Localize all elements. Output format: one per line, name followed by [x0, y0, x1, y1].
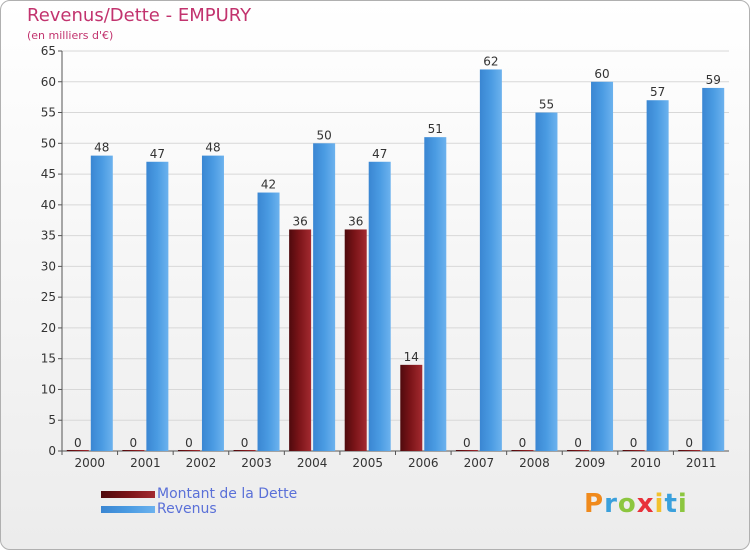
- data-label-dette: 0: [519, 436, 527, 450]
- chart-title: Revenus/Dette - EMPURY: [27, 5, 252, 26]
- logo-letter: i: [654, 489, 665, 519]
- y-tick-label: 55: [41, 106, 56, 120]
- data-label-revenus: 47: [150, 147, 165, 161]
- logo-letter: i: [677, 489, 688, 519]
- x-tick-label: 2002: [186, 456, 217, 470]
- legend-label-revenus: Revenus: [157, 501, 217, 517]
- data-label-dette: 0: [130, 436, 138, 450]
- legend: Montant de la Dette Revenus: [101, 487, 297, 517]
- y-tick-label: 35: [41, 229, 56, 243]
- logo-letter: o: [617, 489, 637, 519]
- x-tick-label: 2000: [75, 456, 106, 470]
- y-tick-label: 15: [41, 352, 56, 366]
- data-label-dette: 36: [292, 214, 307, 228]
- x-tick-label: 2009: [575, 456, 606, 470]
- bar-dette: [344, 229, 367, 451]
- x-tick-label: 2001: [130, 456, 161, 470]
- x-tick-label: 2010: [630, 456, 661, 470]
- y-tick-label: 5: [48, 413, 56, 427]
- x-tick-label: 2004: [297, 456, 328, 470]
- data-label-revenus: 42: [261, 178, 276, 192]
- logo-letter: t: [664, 489, 678, 519]
- bar-dette: [66, 450, 89, 451]
- y-tick-label: 50: [41, 136, 56, 150]
- bar-revenus: [535, 112, 558, 452]
- legend-item-dette: Montant de la Dette: [101, 487, 297, 502]
- bar-dette: [567, 450, 590, 451]
- y-tick-label: 60: [41, 75, 56, 89]
- data-label-revenus: 59: [706, 73, 721, 87]
- bar-revenus: [702, 87, 725, 451]
- bar-revenus: [201, 155, 224, 451]
- data-label-revenus: 47: [372, 147, 387, 161]
- bar-revenus: [257, 192, 280, 452]
- data-label-dette: 0: [185, 436, 193, 450]
- bar-revenus: [313, 143, 336, 452]
- bar-dette: [233, 450, 256, 451]
- bar-revenus: [146, 161, 169, 451]
- data-label-revenus: 57: [650, 85, 665, 99]
- y-tick-label: 45: [41, 167, 56, 181]
- data-label-dette: 0: [74, 436, 82, 450]
- x-tick-label: 2003: [241, 456, 272, 470]
- data-label-revenus: 62: [483, 54, 498, 68]
- bar-dette: [122, 450, 145, 451]
- x-tick-label: 2005: [352, 456, 383, 470]
- data-label-revenus: 48: [205, 141, 220, 155]
- logo-letter: P: [584, 489, 605, 519]
- x-tick-label: 2011: [686, 456, 717, 470]
- bar-dette: [400, 364, 423, 451]
- data-label-dette: 0: [463, 436, 471, 450]
- y-tick-label: 30: [41, 259, 56, 273]
- logo-letter: r: [604, 489, 618, 519]
- bar-revenus: [479, 69, 502, 451]
- legend-swatch-revenus: [101, 506, 155, 513]
- data-label-dette: 0: [630, 436, 638, 450]
- proxiti-logo: Proxiti: [584, 489, 688, 519]
- data-label-dette: 0: [574, 436, 582, 450]
- y-tick-label: 25: [41, 290, 56, 304]
- data-label-dette: 14: [404, 350, 419, 364]
- y-tick-label: 0: [48, 444, 56, 458]
- data-label-revenus: 50: [316, 128, 331, 142]
- chart-subtitle: (en milliers d'€): [27, 29, 114, 42]
- data-label-revenus: 48: [94, 141, 109, 155]
- logo-letter: x: [636, 489, 655, 519]
- bar-revenus: [90, 155, 113, 451]
- y-tick-label: 10: [41, 382, 56, 396]
- bar-revenus: [368, 161, 391, 451]
- y-tick-label: 20: [41, 321, 56, 335]
- data-label-dette: 0: [241, 436, 249, 450]
- bar-revenus: [646, 100, 669, 451]
- data-label-revenus: 60: [594, 67, 609, 81]
- bar-dette: [455, 450, 478, 451]
- data-label-dette: 0: [685, 436, 693, 450]
- x-tick-label: 2008: [519, 456, 550, 470]
- data-label-revenus: 51: [428, 122, 443, 136]
- bar-revenus: [591, 81, 614, 452]
- bar-dette: [678, 450, 701, 451]
- bar-dette: [177, 450, 200, 451]
- legend-label-dette: Montant de la Dette: [157, 486, 298, 502]
- data-label-dette: 36: [348, 214, 363, 228]
- y-tick-label: 65: [41, 44, 56, 58]
- legend-swatch-dette: [101, 491, 155, 498]
- bar-dette: [511, 450, 534, 451]
- x-tick-label: 2006: [408, 456, 439, 470]
- bar-dette: [622, 450, 645, 451]
- bar-dette: [289, 229, 312, 451]
- y-tick-label: 40: [41, 198, 56, 212]
- x-tick-label: 2007: [464, 456, 495, 470]
- data-label-revenus: 55: [539, 98, 554, 112]
- legend-item-revenus: Revenus: [101, 502, 297, 517]
- bar-revenus: [424, 137, 447, 451]
